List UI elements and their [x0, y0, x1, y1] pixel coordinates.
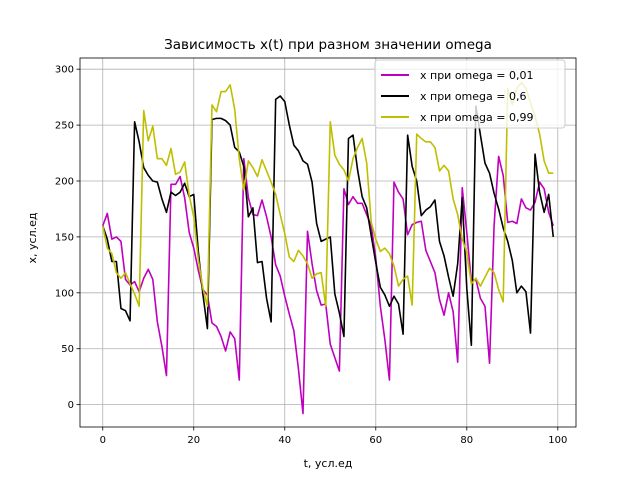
y-tick-label: 50	[61, 344, 74, 355]
series-line-omega-0-99	[101, 81, 554, 308]
axis-ticks: 0 20 40 60 80 100 0 50 100 150 200 250 300	[55, 65, 567, 446]
x-tick-label: 0	[100, 435, 106, 446]
y-tick-label: 250	[55, 121, 74, 132]
x-tick-label: 100	[548, 435, 567, 446]
legend-box	[374, 59, 566, 129]
y-tick-label: 200	[55, 177, 74, 188]
legend: x при omega = 0,01 x при omega = 0,6 x п…	[374, 59, 566, 129]
plot-frame	[79, 57, 577, 428]
y-axis-label: x, усл.ед	[26, 212, 39, 263]
x-tick-label: 40	[278, 435, 291, 446]
series-line-omega-0-01	[101, 155, 555, 415]
chart-title: Зависимость x(t) при разном значении ome…	[164, 37, 492, 53]
y-tick-label: 100	[55, 288, 74, 299]
x-tick-label: 80	[460, 435, 473, 446]
legend-label-omega-0-01: x при omega = 0,01	[420, 69, 533, 82]
x-tick-label: 60	[369, 435, 382, 446]
legend-label-omega-0-6: x при omega = 0,6	[420, 90, 526, 103]
x-tick-label: 20	[187, 435, 200, 446]
legend-label-omega-0-99: x при omega = 0,99	[420, 111, 533, 124]
y-tick-label: 150	[55, 232, 74, 243]
y-tick-label: 0	[68, 400, 74, 411]
x-axis-label: t, усл.ед	[304, 457, 353, 470]
y-tick-label: 300	[55, 65, 74, 76]
